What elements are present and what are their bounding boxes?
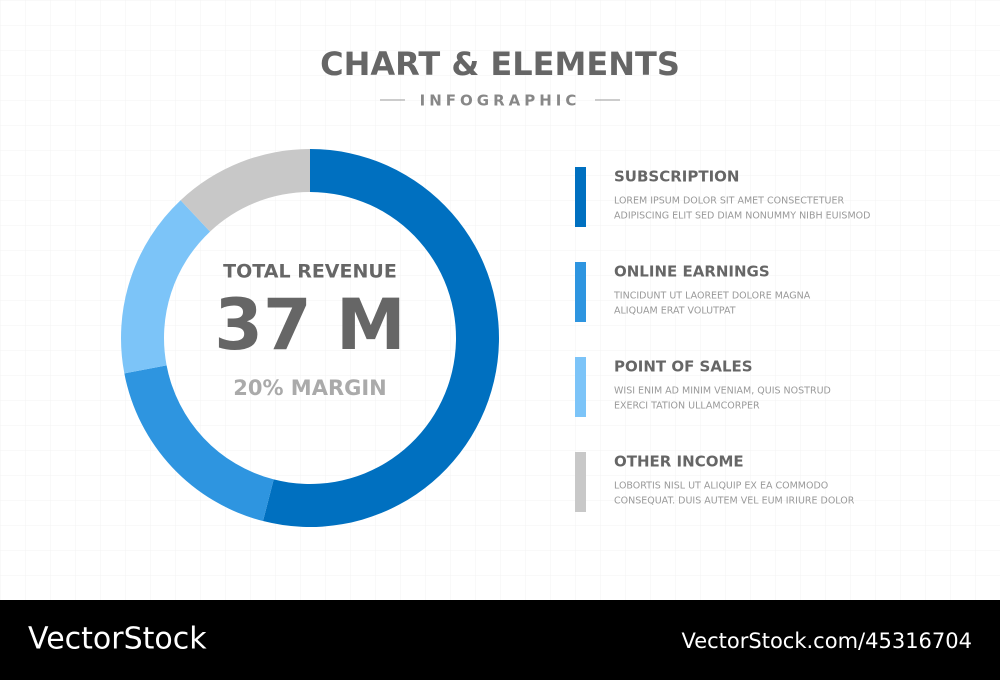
center-value: 37 M bbox=[214, 284, 405, 366]
legend-label: SUBSCRIPTION bbox=[614, 168, 739, 186]
legend-label: POINT OF SALES bbox=[614, 358, 753, 376]
footer-bar bbox=[0, 600, 1000, 680]
legend-description: LOBORTIS NISL UT ALIQUIP EX EA COMMODO bbox=[614, 481, 828, 492]
legend-description: ALIQUAM ERAT VOLUTPAT bbox=[614, 306, 736, 317]
footer-brand: VectorStock bbox=[28, 622, 207, 657]
center-note: 20% MARGIN bbox=[233, 376, 387, 400]
legend-swatch bbox=[575, 262, 586, 322]
title: CHART & ELEMENTS bbox=[320, 45, 680, 83]
legend-swatch bbox=[575, 357, 586, 417]
center-label: TOTAL REVENUE bbox=[223, 261, 397, 283]
footer-id: VectorStock.com/45316704 bbox=[681, 629, 972, 653]
legend-swatch bbox=[575, 167, 586, 227]
legend-description: LOREM IPSUM DOLOR SIT AMET CONSECTETUER bbox=[614, 196, 844, 207]
donut-segment bbox=[262, 149, 500, 528]
donut-segment bbox=[180, 149, 310, 232]
donut-segment bbox=[124, 365, 274, 522]
legend-label: ONLINE EARNINGS bbox=[614, 263, 770, 281]
legend-description: ADIPISCING ELIT SED DIAM NONUMMY NIBH EU… bbox=[614, 211, 870, 222]
legend-description: WISI ENIM AD MINIM VENIAM, QUIS NOSTRUD bbox=[614, 386, 831, 397]
legend-description: EXERCI TATION ULLAMCORPER bbox=[614, 401, 760, 412]
legend-label: OTHER INCOME bbox=[614, 453, 744, 471]
legend-swatch bbox=[575, 452, 586, 512]
legend-description: TINCIDUNT UT LAOREET DOLORE MAGNA bbox=[613, 291, 811, 302]
subtitle: INFOGRAPHIC bbox=[420, 92, 581, 110]
legend-description: CONSEQUAT. DUIS AUTEM VEL EUM IRIURE DOL… bbox=[614, 496, 855, 507]
donut-segment bbox=[121, 200, 211, 374]
